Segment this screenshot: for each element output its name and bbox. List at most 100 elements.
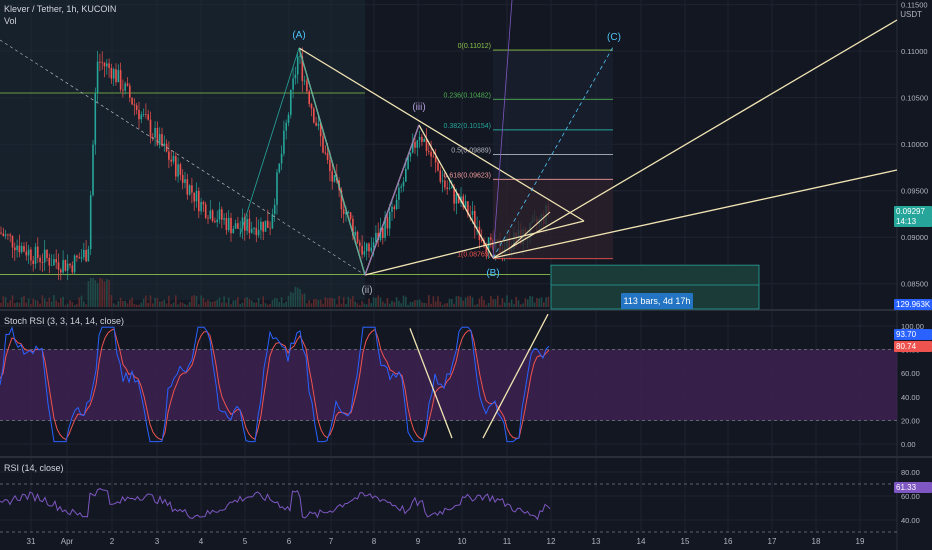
rsi-line [0,488,551,521]
volume-bar-102 [234,300,237,307]
volume-bar-66 [152,303,154,307]
candle-body-138 [317,123,320,126]
volume-bar-78 [179,301,182,307]
volume-bar-152 [349,298,352,307]
symbol-title: Klever / Tether, 1h, KUCOIN [4,4,117,14]
volume-bar-63 [145,295,147,307]
candle-body-103 [237,223,239,229]
wave-drawings[interactable] [0,0,898,276]
candle-body-197 [453,186,455,204]
stoch-k-line [0,326,550,443]
volume-label: Vol [4,16,17,26]
time-tick-10: 10 [458,537,467,546]
volume-bar-83 [191,296,193,307]
candle-body-105 [241,217,244,229]
candle-body-15 [34,246,37,264]
volume-bar-104 [239,304,241,307]
fib-retracement[interactable]: 0(0.11012) 0.236(0.10482) 0.382(0.10154) 0.… [444,43,613,260]
candle-body-23 [53,259,55,266]
volume-bar-119 [273,298,276,307]
candle-body-11 [25,251,28,256]
candle-body-29 [66,263,69,271]
candle-body-82 [188,185,191,195]
volume-bar-112 [257,297,260,307]
candle-body-207 [476,226,478,228]
expansion-lower [492,169,898,259]
wave-label-C: (C) [607,32,621,43]
volume-bar-56 [129,299,131,307]
candle-body-28 [64,260,67,271]
volume-bar-93 [214,300,216,307]
volume-bar-54 [124,300,126,307]
candle-body-1 [2,233,5,236]
volume-bar-211 [485,304,488,307]
volume-bar-141 [324,297,327,307]
volume-bar-82 [188,301,191,307]
volume-bar-97 [223,296,225,307]
volume-bar-45 [103,281,106,307]
candle-body-33 [76,255,78,258]
teal-path-1 [239,47,300,236]
volume-bar-195 [448,298,451,307]
volume-bar-58 [133,303,136,307]
volume-bar-123 [283,303,285,307]
candle-body-38 [87,249,90,262]
measure-box[interactable]: 113 bars, 4d 17h [621,293,693,309]
candle-body-126 [290,89,292,115]
downtrend-dashed [0,39,366,276]
volume-bar-135 [310,303,313,307]
candle-body-2 [4,234,7,236]
volume-bar-107 [246,297,248,307]
volume-bar-125 [287,295,290,307]
volume-bar-159 [365,304,368,307]
stoch-tick-3: 40.00 [901,393,920,402]
candle-body-102 [234,223,237,229]
volume-bar-3 [7,302,9,307]
candle-body-193 [444,180,446,188]
volume-bar-52 [119,297,122,307]
candle-body-175 [402,181,405,187]
volume-bar-30 [69,300,71,307]
volume-bar-197 [453,303,455,307]
volume-bar-163 [375,297,377,307]
fib-label-2: 0.382(0.10154) [444,123,491,130]
volume-bar-182 [418,299,421,307]
volume-bar-10 [23,295,25,307]
candle-body-106 [244,217,246,231]
volume-bar-79 [181,302,184,307]
candle-body-31 [71,265,74,273]
volume-bar-150 [345,304,347,307]
volume-bar-170 [391,300,393,307]
candle-body-4 [9,234,11,236]
time-tick-17: 17 [768,537,777,546]
volume-bar-116 [267,304,269,307]
stoch-rsi-pane [0,313,897,443]
candle-body-45 [103,62,106,67]
volume-bar-155 [356,303,359,307]
candle-body-69 [158,134,161,145]
volume-bar-199 [457,295,460,307]
volume-bar-178 [409,302,412,307]
volume-bar-186 [428,295,430,307]
volume-bar-179 [411,301,414,307]
price-tick-3: 0.10000 [901,140,928,149]
candle-body-172 [395,199,398,210]
volume-bar-126 [290,291,292,307]
volume-bar-234 [538,298,540,307]
volume-bar-70 [161,301,163,307]
candle-body-67 [154,127,156,138]
currency-label: USDT [900,10,922,19]
volume-bar-71 [163,299,166,307]
volume-bar-65 [149,295,152,307]
candle-body-111 [255,227,258,236]
volume-bar-223 [513,304,515,307]
volume-bar-25 [57,302,60,307]
volume-bar-88 [202,297,205,307]
volume-bar-68 [156,297,159,307]
volume-bar-204 [469,295,471,307]
volume-bar-51 [117,301,120,307]
volume-bar-229 [526,299,529,307]
volume-bar-111 [255,302,258,307]
candle-body-152 [349,212,352,219]
